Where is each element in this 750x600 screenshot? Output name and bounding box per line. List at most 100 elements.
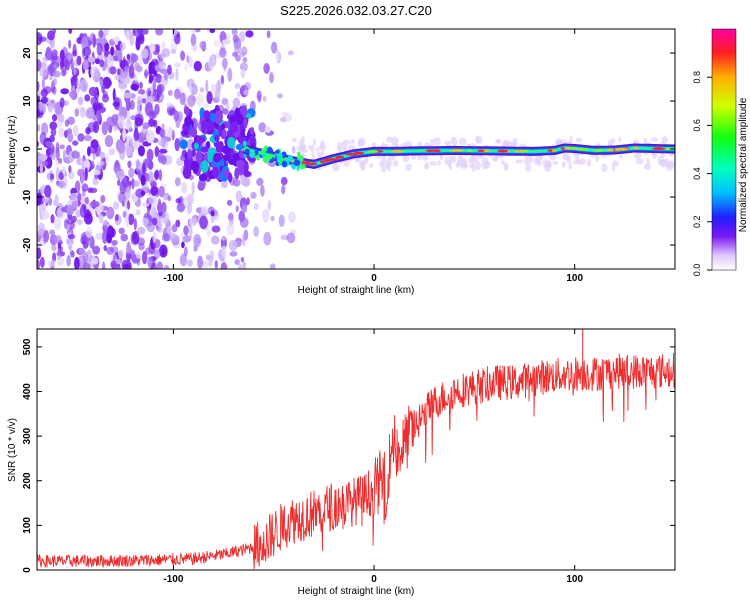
noise-blob xyxy=(122,263,130,269)
noise-blob xyxy=(141,162,146,174)
noise-blob xyxy=(229,251,238,257)
noise-blob xyxy=(523,157,529,166)
y-tick-label: 20 xyxy=(22,47,33,59)
noise-blob xyxy=(167,90,173,96)
noise-blob xyxy=(153,119,158,128)
noise-blob xyxy=(203,103,209,109)
track-hotspot xyxy=(367,150,379,153)
noise-blob xyxy=(191,96,197,102)
noise-blob xyxy=(296,146,304,151)
noise-blob xyxy=(392,160,399,168)
noise-blob xyxy=(303,148,308,154)
noise-blob xyxy=(200,206,209,215)
noise-blob xyxy=(190,126,198,138)
noise-blob xyxy=(112,88,116,102)
noise-blob xyxy=(160,154,167,165)
noise-blob xyxy=(226,129,233,138)
noise-blob xyxy=(167,64,172,75)
noise-blob xyxy=(216,79,221,94)
noise-blob xyxy=(158,169,163,181)
noise-blob xyxy=(618,137,622,143)
noise-blob xyxy=(643,137,648,145)
noise-blob xyxy=(146,256,153,266)
track-hotspot xyxy=(633,146,639,150)
noise-blob xyxy=(38,36,47,43)
colorbar-gradient xyxy=(712,29,736,270)
noise-blob xyxy=(57,127,65,138)
colorbar-frame xyxy=(711,28,737,271)
noise-blob xyxy=(72,140,79,146)
x-tick-label: 100 xyxy=(566,574,583,585)
noise-blob xyxy=(192,44,198,52)
noise-blob xyxy=(88,86,98,97)
noise-blob xyxy=(430,138,435,147)
noise-blob xyxy=(95,232,104,240)
noise-blob xyxy=(96,160,105,167)
noise-blob xyxy=(243,89,249,96)
noise-blob xyxy=(183,225,189,236)
noise-blob xyxy=(225,33,231,41)
noise-blob xyxy=(236,165,245,176)
noise-blob xyxy=(228,239,238,252)
noise-blob xyxy=(565,152,569,161)
snr-x-axis-label: Height of straight line (km) xyxy=(298,586,415,597)
noise-blob xyxy=(190,83,198,96)
noise-blob xyxy=(572,160,581,165)
noise-blob xyxy=(115,170,124,178)
noise-blob xyxy=(115,35,119,46)
noise-blob xyxy=(138,242,145,251)
noise-blob xyxy=(40,96,48,104)
noise-blob xyxy=(92,245,101,255)
noise-blob xyxy=(239,31,246,42)
noise-blob xyxy=(136,159,140,173)
noise-blob xyxy=(66,219,75,225)
noise-blob xyxy=(74,256,80,269)
noise-blob xyxy=(148,43,156,53)
noise-blob xyxy=(49,134,55,143)
noise-blob xyxy=(232,178,241,187)
noise-blob xyxy=(450,136,456,144)
y-tick-label: 0 xyxy=(22,567,33,573)
noise-blob xyxy=(157,227,164,233)
noise-blob xyxy=(37,140,40,148)
noise-blob xyxy=(50,122,57,131)
noise-blob xyxy=(109,66,117,75)
noise-blob xyxy=(319,143,327,151)
noise-blob xyxy=(133,127,139,142)
noise-blob xyxy=(54,194,59,206)
noise-blob xyxy=(190,160,200,171)
noise-blob xyxy=(164,127,173,138)
noise-blob xyxy=(155,93,160,102)
noise-blob xyxy=(253,226,260,238)
noise-blob xyxy=(221,245,227,257)
noise-blob xyxy=(66,204,75,216)
noise-blob xyxy=(281,184,286,195)
noise-blob xyxy=(127,59,131,65)
noise-blob xyxy=(55,146,60,161)
noise-blob xyxy=(210,210,215,217)
noise-blob xyxy=(79,78,89,93)
noise-blob xyxy=(200,160,209,173)
track-blob xyxy=(281,151,287,159)
noise-blob xyxy=(500,159,505,166)
track-blob xyxy=(276,153,282,161)
noise-blob xyxy=(369,163,374,168)
track-blob xyxy=(299,164,306,170)
noise-blob xyxy=(115,139,124,152)
track-blob xyxy=(242,140,247,147)
noise-blob xyxy=(173,110,180,122)
noise-blob xyxy=(135,209,141,216)
colorbar-tick-label: 0.0 xyxy=(692,264,702,277)
noise-blob xyxy=(666,160,675,168)
noise-blob xyxy=(38,154,48,161)
spectrogram-x-axis-label: Height of straight line (km) xyxy=(298,285,415,296)
noise-blob xyxy=(37,259,40,269)
noise-blob xyxy=(98,29,104,39)
track-blob xyxy=(290,163,295,168)
track-blob xyxy=(262,156,268,163)
noise-blob xyxy=(263,231,272,246)
noise-blob xyxy=(94,58,101,65)
noise-blob xyxy=(238,263,242,269)
noise-blob xyxy=(243,229,249,241)
y-tick-label: 300 xyxy=(22,427,33,444)
